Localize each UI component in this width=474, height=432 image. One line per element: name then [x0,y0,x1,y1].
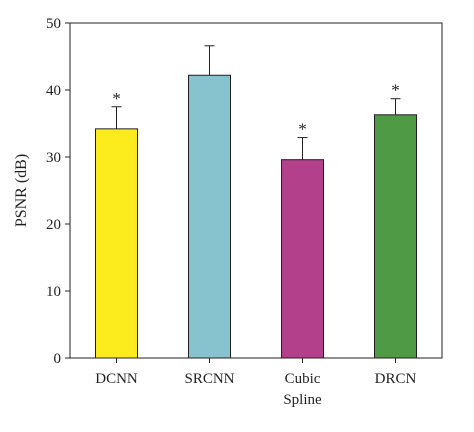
x-category-label-line: DRCN [375,371,417,387]
y-tick-label: 40 [46,83,61,99]
y-tick-label: 10 [46,284,61,300]
y-tick-label: 0 [54,351,62,367]
bar-2 [281,159,324,359]
x-category-label-line: DCNN [95,371,138,387]
y-axis-title: PSNR (dB) [13,154,30,227]
x-category-label-3: DRCN [375,371,417,387]
x-category-label-line: Cubic [285,371,321,387]
bars: * * * [95,45,417,359]
significance-marker-0: * [112,89,121,108]
bar-1 [188,74,231,359]
axes: 0 10 20 30 40 50 DCNN SRCNN Cubic Spline DRCN [46,16,443,408]
bar-3 [374,114,417,359]
y-tick-label: 30 [46,150,61,166]
significance-marker-2: * [298,120,307,139]
significance-marker-3: * [391,81,400,100]
x-category-label-2: Cubic Spline [283,371,322,408]
plot-frame [69,22,443,359]
x-category-label-line: SRCNN [184,371,234,387]
x-category-label-0: DCNN [95,371,138,387]
x-category-label-1: SRCNN [184,371,234,387]
y-tick-label: 20 [46,217,61,233]
y-tick-label: 50 [46,16,61,32]
x-category-label-line: Spline [283,392,322,408]
bar-0 [95,128,138,359]
